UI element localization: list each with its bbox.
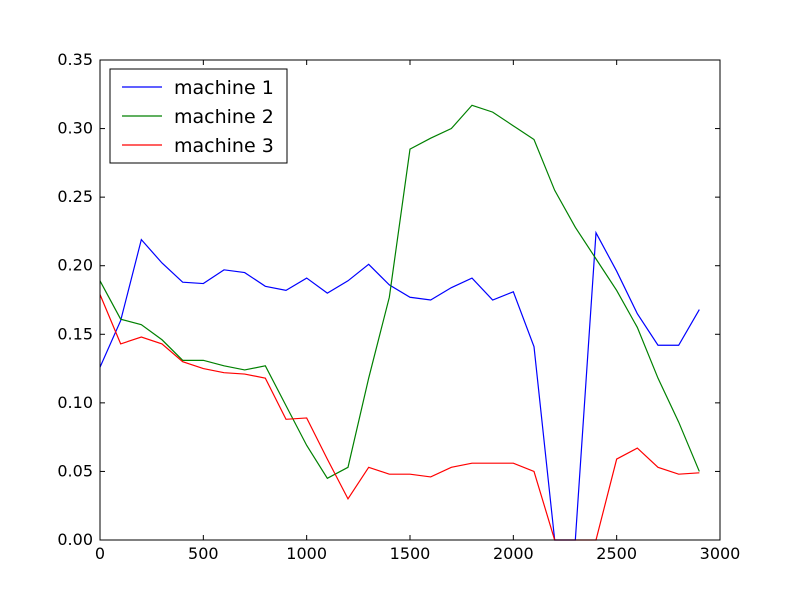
y-tick-label: 0.05 — [57, 461, 93, 480]
y-tick-label: 0.30 — [57, 119, 93, 138]
x-tick-label: 2500 — [596, 544, 637, 563]
y-tick-label: 0.15 — [57, 324, 93, 343]
y-tick-label: 0.10 — [57, 393, 93, 412]
series-line-3 — [99, 294, 700, 541]
y-tick-label: 0.20 — [57, 256, 93, 275]
x-axis: 0 500 1000 1500 2000 2500 3000 — [95, 60, 740, 563]
x-tick-label: 2000 — [493, 544, 534, 563]
x-tick-label: 1000 — [286, 544, 327, 563]
y-tick-label: 0.00 — [57, 530, 93, 549]
x-tick-label: 1500 — [390, 544, 431, 563]
series-layer — [99, 104, 700, 541]
legend-label-3: machine 3 — [174, 135, 274, 157]
series-line-2 — [99, 104, 700, 480]
legend-label-2: machine 2 — [174, 106, 274, 128]
y-tick-label: 0.25 — [57, 187, 93, 206]
legend-label-1: machine 1 — [174, 77, 274, 99]
y-tick-label: 0.35 — [57, 50, 93, 69]
x-tick-label: 0 — [95, 544, 105, 563]
series-2 — [99, 104, 700, 480]
series-3 — [99, 294, 700, 541]
series-line-1 — [99, 230, 700, 541]
x-tick-label: 500 — [188, 544, 219, 563]
legend: machine 1 machine 2 machine 3 — [109, 68, 288, 164]
x-tick-label: 3000 — [700, 544, 741, 563]
y-axis: 0.00 0.05 0.10 0.15 0.20 0.25 0.30 0.35 — [57, 50, 720, 549]
